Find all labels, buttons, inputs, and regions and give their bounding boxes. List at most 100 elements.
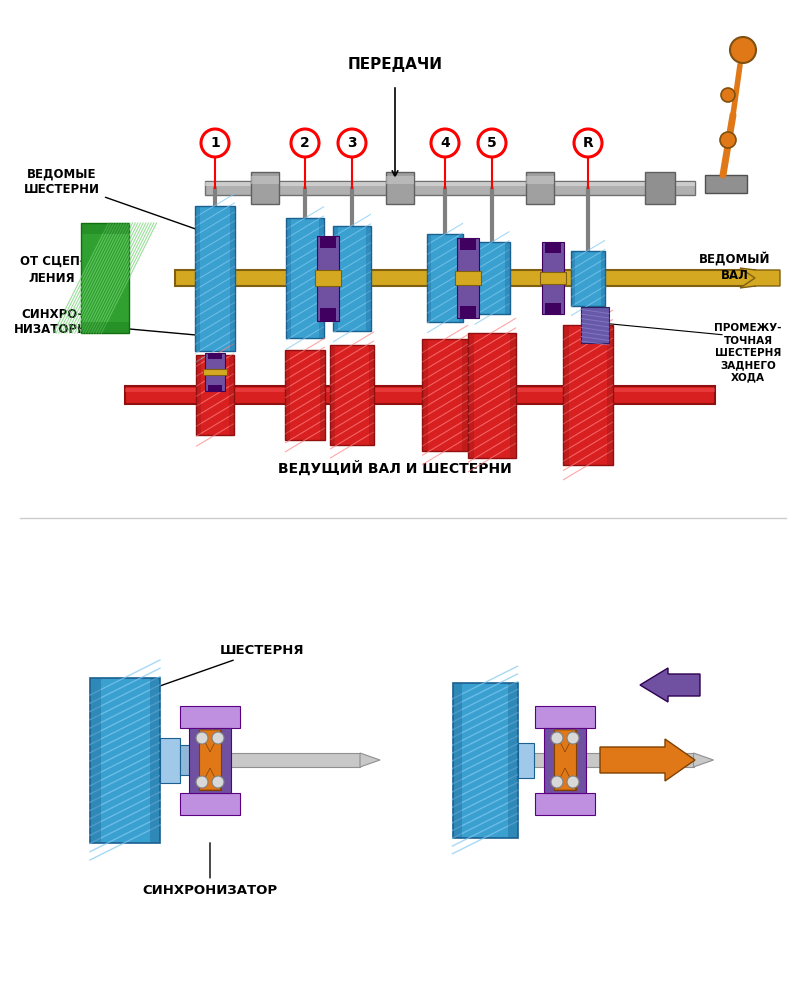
Bar (190, 753, 360, 767)
Bar (90, 677, 160, 843)
Bar (81, 223, 129, 234)
Bar (367, 226, 371, 331)
Bar (508, 682, 517, 838)
Bar (203, 369, 227, 375)
Bar (571, 251, 575, 305)
Bar (571, 251, 605, 305)
Polygon shape (199, 768, 221, 790)
Bar (455, 271, 481, 285)
Circle shape (212, 732, 224, 744)
Bar (189, 728, 231, 792)
Bar (422, 339, 468, 451)
Text: ПЕРЕДАЧИ: ПЕРЕДАЧИ (347, 57, 442, 73)
Text: 4: 4 (440, 136, 450, 150)
Bar (196, 355, 234, 435)
Bar (601, 251, 605, 305)
Polygon shape (360, 753, 380, 767)
Bar (90, 677, 101, 843)
Bar (526, 172, 554, 204)
Bar (230, 355, 234, 435)
FancyArrow shape (640, 668, 700, 702)
Bar (81, 223, 129, 333)
Bar (125, 386, 715, 404)
Bar (505, 242, 509, 314)
Bar (205, 353, 225, 391)
Circle shape (567, 732, 579, 744)
Bar (286, 218, 290, 338)
Bar (427, 234, 463, 322)
Bar (333, 226, 371, 331)
Text: СИНХРО-
НИЗАТОРЫ: СИНХРО- НИЗАТОРЫ (14, 308, 204, 336)
Bar (285, 350, 290, 440)
Circle shape (201, 129, 229, 157)
Bar (251, 172, 279, 204)
Circle shape (196, 732, 208, 744)
Bar (315, 270, 341, 285)
Circle shape (291, 129, 319, 157)
Circle shape (567, 776, 579, 788)
Bar (320, 307, 336, 321)
Bar (81, 322, 129, 333)
Bar (175, 270, 755, 286)
Text: СИНХРОНИЗАТОР: СИНХРОНИЗАТОР (143, 843, 277, 896)
Bar (319, 218, 324, 338)
Text: 3: 3 (347, 136, 357, 150)
Bar (205, 182, 695, 186)
Text: 1: 1 (210, 136, 220, 150)
Text: 2: 2 (300, 136, 310, 150)
Circle shape (551, 776, 563, 788)
Bar (208, 385, 222, 391)
Bar (180, 792, 240, 814)
Bar (468, 333, 474, 458)
Bar (231, 206, 235, 351)
Bar (459, 234, 463, 322)
Bar (452, 682, 463, 838)
Bar (581, 307, 609, 343)
Polygon shape (554, 768, 576, 790)
Text: ВЕДОМЫЕ
ШЕСТЕРНИ: ВЕДОМЫЕ ШЕСТЕРНИ (24, 168, 205, 232)
Bar (149, 677, 160, 843)
Bar (196, 355, 201, 435)
Bar (205, 181, 695, 195)
Text: ВЕДУЩИЙ ВАЛ И ШЕСТЕРНИ: ВЕДУЩИЙ ВАЛ И ШЕСТЕРНИ (278, 461, 512, 476)
Bar (475, 242, 479, 314)
Bar (542, 242, 564, 314)
FancyArrow shape (600, 739, 695, 781)
Polygon shape (740, 268, 780, 288)
Text: ВЕДОМЫЙ
ВАЛ: ВЕДОМЫЙ ВАЛ (700, 252, 771, 282)
Bar (540, 271, 566, 284)
Bar (330, 345, 335, 445)
Bar (463, 339, 468, 451)
Bar (160, 738, 180, 782)
Circle shape (431, 129, 459, 157)
Circle shape (338, 129, 366, 157)
Circle shape (721, 88, 735, 102)
Bar (320, 350, 325, 440)
Bar (452, 682, 517, 838)
Bar (510, 333, 516, 458)
Bar (546, 242, 561, 253)
Bar (125, 388, 715, 392)
Text: ОТ СЦЕП-
ЛЕНИЯ: ОТ СЦЕП- ЛЕНИЯ (19, 255, 85, 285)
Bar (285, 350, 325, 440)
Bar (368, 345, 374, 445)
Bar (534, 753, 693, 767)
Bar (457, 238, 479, 318)
Bar (180, 745, 190, 775)
Bar (526, 176, 554, 184)
Bar (317, 236, 339, 321)
Bar (645, 172, 675, 204)
Circle shape (212, 776, 224, 788)
Bar (535, 792, 595, 814)
Bar (475, 242, 509, 314)
Bar (386, 176, 414, 184)
Circle shape (551, 732, 563, 744)
Bar (554, 730, 576, 790)
Circle shape (196, 776, 208, 788)
Circle shape (574, 129, 602, 157)
Bar (330, 345, 374, 445)
Bar (422, 339, 427, 451)
Bar (180, 706, 240, 728)
Bar (460, 306, 476, 318)
Bar (199, 730, 221, 790)
